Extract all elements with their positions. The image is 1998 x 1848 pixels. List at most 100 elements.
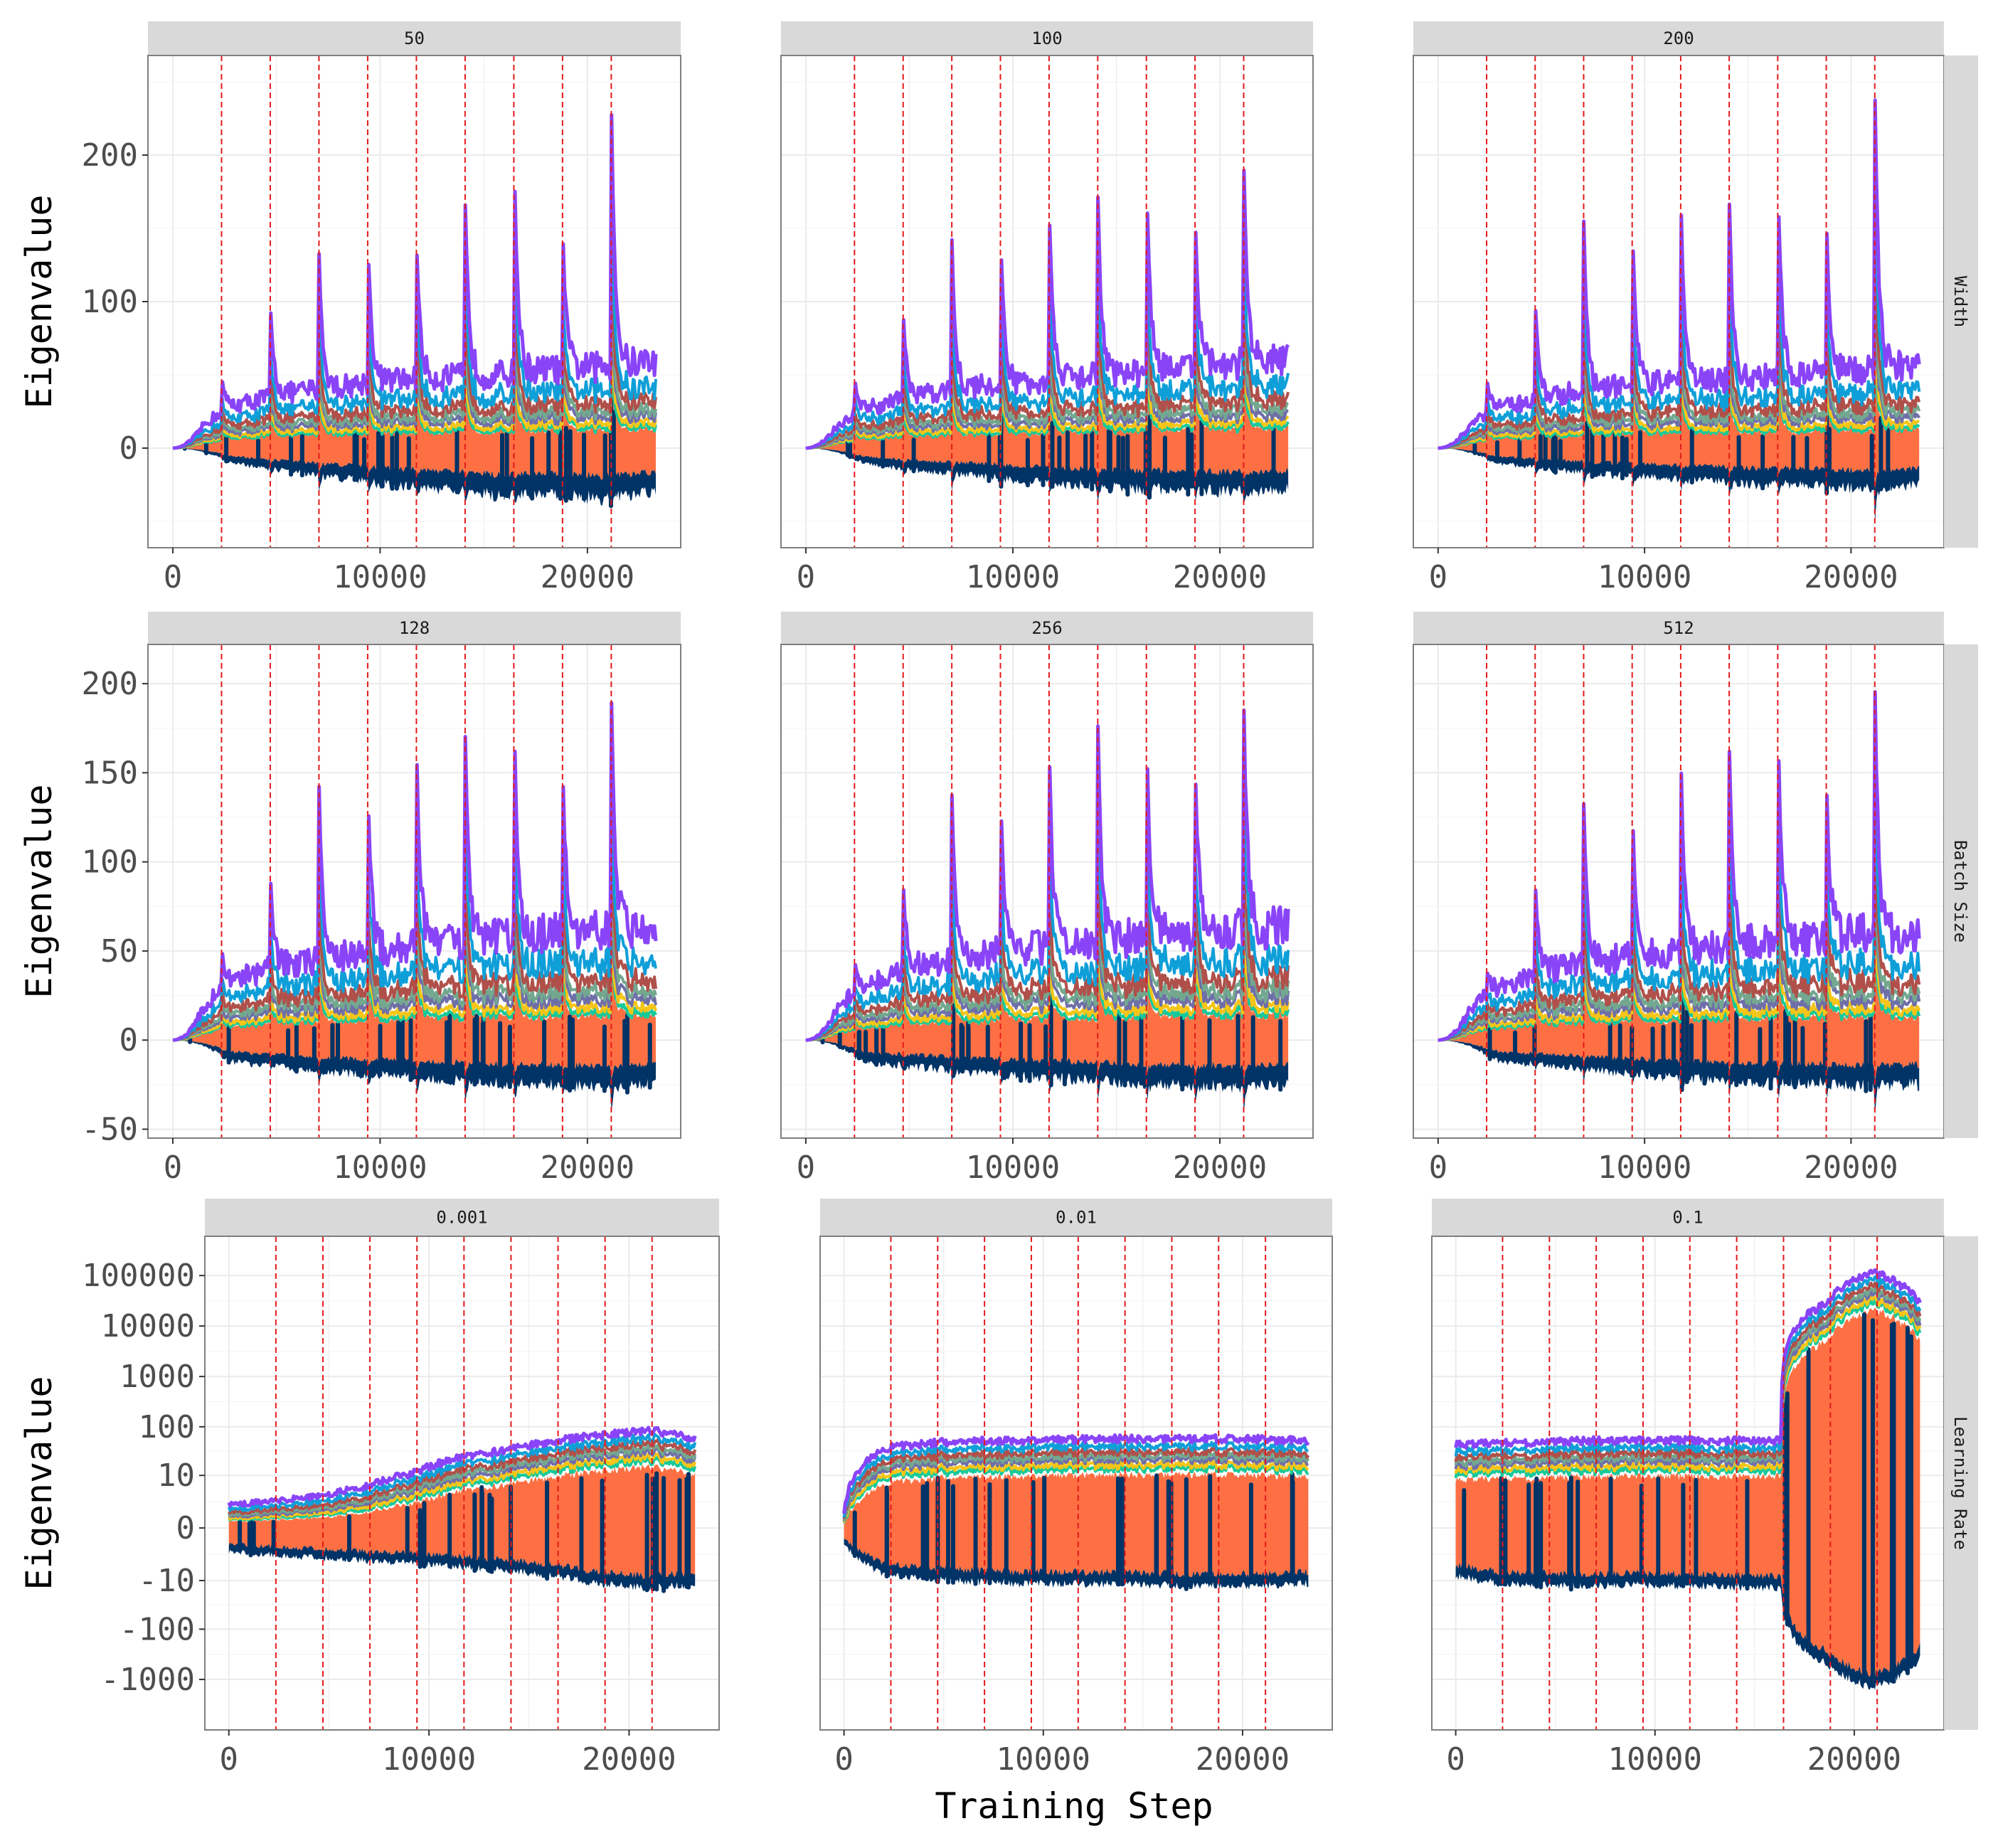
y-tick-label: 10: [157, 1457, 195, 1494]
x-tick-label: 0: [834, 1741, 854, 1778]
panel-width-100: 100 0 10000 20000: [780, 21, 1314, 595]
x-tick-label: 20000: [1196, 1741, 1290, 1778]
x-tick-label: 20000: [541, 1149, 634, 1186]
series-eig-5: [1454, 1290, 1922, 1472]
facet-strip: [205, 1199, 719, 1236]
facet-strip-label: 128: [399, 618, 430, 638]
data-series-group: [1438, 690, 1921, 1115]
x-tick-label: 10000: [1608, 1741, 1702, 1778]
facet-strip-label: 0.1: [1672, 1208, 1703, 1228]
series-eig-2: [172, 793, 657, 1042]
series-min-eigenvalue-band: [805, 1040, 1289, 1114]
series-eig-4: [172, 883, 657, 1042]
x-axis-title: Training Step: [935, 1785, 1213, 1827]
x-tick-label: 10000: [966, 1149, 1060, 1186]
data-series-group: [1438, 98, 1921, 523]
x-tick-label: 0: [1429, 559, 1448, 595]
panel-width-200: 200 0 10000 20000: [1413, 21, 1945, 595]
series-min-eigenvalue-band: [805, 448, 1289, 504]
data-series-group: [172, 701, 658, 1112]
data-series-group: [172, 113, 658, 509]
x-tick-label: 10000: [966, 559, 1060, 595]
x-tick-label: 10000: [382, 1741, 476, 1778]
row-strip-label: Width: [1950, 276, 1970, 327]
y-tick-label: -50: [82, 1111, 138, 1147]
series-eig-1-largest: [227, 1425, 697, 1508]
series-bulk-band: [173, 965, 656, 1080]
panel-learning-rate-0_1: 0.1 0 10000 20000: [1431, 1199, 1945, 1778]
data-series-group: [805, 169, 1290, 504]
series-eig-6: [172, 942, 657, 1042]
y-tick-label: 100000: [82, 1258, 195, 1294]
panel-batch-size-256: 256 0 10000 20000: [780, 612, 1314, 1186]
facet-strip-label: 200: [1663, 28, 1694, 48]
series-eig-1-largest: [1438, 690, 1921, 1042]
facet-strip: [1413, 21, 1944, 55]
x-tick-label: 20000: [1804, 1149, 1898, 1186]
series-eig-2: [227, 1433, 697, 1512]
series-eig-1-largest: [1438, 98, 1921, 450]
y-tick-label: 200: [82, 137, 138, 174]
series-bulk-band: [1438, 371, 1920, 489]
series-bulk-band: [228, 1464, 696, 1580]
y-tick-label: 0: [176, 1510, 196, 1546]
facet-strip: [148, 612, 681, 644]
panel-border: [819, 1236, 1333, 1731]
series-eig-2: [1438, 792, 1921, 1042]
series-eig-2: [172, 218, 657, 450]
series-bulk-band: [805, 967, 1289, 1081]
series-eig-1-largest: [805, 708, 1290, 1042]
series-eig-2: [805, 802, 1290, 1042]
facet-strip: [820, 1199, 1332, 1236]
x-tick-label: 10000: [997, 1741, 1090, 1778]
series-eig-6: [1454, 1295, 1922, 1476]
data-series-group: [842, 1433, 1310, 1591]
x-tick-label: 10000: [333, 559, 427, 595]
x-tick-label: 0: [1429, 1149, 1448, 1186]
series-min-eigenvalue-band: [1438, 1040, 1920, 1115]
series-min-eigenvalue-band: [228, 1542, 696, 1592]
y-tick-label: 100: [82, 284, 138, 320]
facet-strip: [781, 21, 1313, 55]
data-series-group: [805, 708, 1290, 1114]
facet-strip-label: 256: [1031, 618, 1062, 638]
series-min-eigenvalue-band: [844, 1538, 1309, 1590]
series-eig-3: [805, 295, 1290, 450]
series-eig-7: [1454, 1298, 1922, 1479]
y-axis-title-row2: Eigenvalue: [18, 784, 60, 998]
x-tick-label: 10000: [1598, 1149, 1691, 1186]
x-tick-label: 0: [164, 559, 183, 595]
row-strip-batch-size: Batch Size: [1944, 644, 1978, 1138]
x-tick-label: 0: [220, 1741, 239, 1778]
data-series-group: [1454, 1268, 1922, 1691]
panel-border: [204, 1236, 720, 1731]
y-tick-label: 0: [119, 1022, 139, 1058]
series-eig-5: [172, 920, 657, 1042]
series-min-eigenvalue-band: [173, 1040, 656, 1112]
series-eig-1-largest: [172, 113, 658, 450]
series-eig-4: [805, 900, 1290, 1042]
x-tick-label: 20000: [1173, 559, 1267, 595]
y-tick-label: 200: [82, 666, 138, 702]
y-tick-label: 100: [139, 1409, 195, 1445]
y-axis-title-row1: Eigenvalue: [18, 194, 60, 408]
facet-strip: [148, 21, 681, 55]
x-tick-label: 20000: [582, 1741, 676, 1778]
x-tick-label: 10000: [333, 1149, 427, 1186]
x-tick-label: 20000: [1173, 1149, 1267, 1186]
row-strip-background: [1944, 55, 1978, 548]
x-tick-label: 0: [1446, 1741, 1465, 1778]
x-tick-label: 0: [797, 559, 816, 595]
x-tick-label: 0: [164, 1149, 183, 1186]
panel-border: [147, 644, 681, 1139]
x-tick-label: 20000: [541, 559, 634, 595]
series-eig-5: [805, 908, 1290, 1042]
series-eig-2: [805, 249, 1290, 450]
series-eig-7: [805, 379, 1290, 450]
series-eig-6: [805, 367, 1290, 450]
facet-strip-label: 0.01: [1056, 1208, 1097, 1228]
series-eig-4: [805, 331, 1289, 450]
row-strip-background: [1944, 1236, 1978, 1730]
y-tick-label: -1000: [101, 1662, 195, 1698]
